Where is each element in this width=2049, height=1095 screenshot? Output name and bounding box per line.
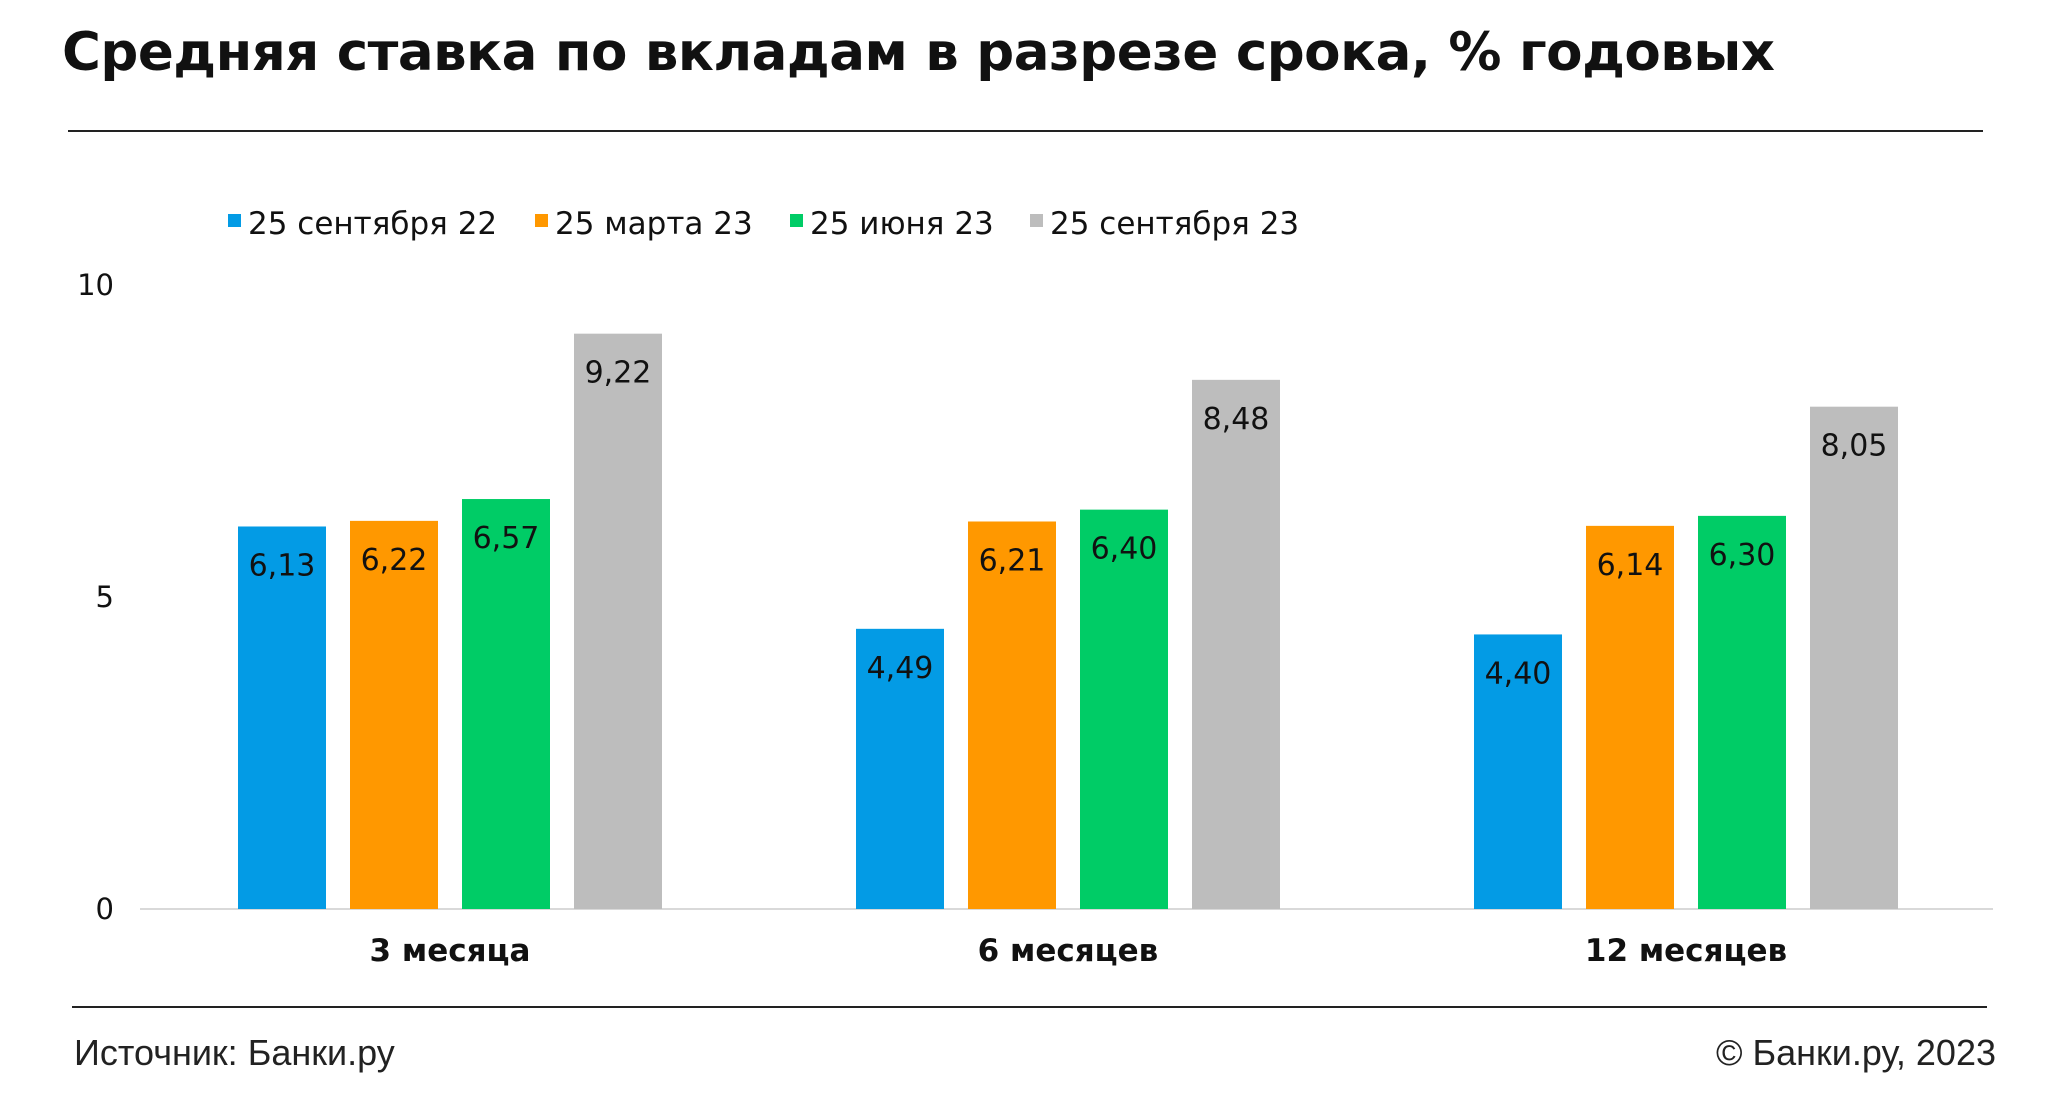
y-tick-label: 5 <box>96 580 114 614</box>
data-label: 4,40 <box>1485 656 1552 691</box>
data-label: 6,22 <box>361 543 428 578</box>
data-label: 4,49 <box>867 651 934 686</box>
data-label: 6,40 <box>1091 532 1158 567</box>
legend-swatch <box>1030 214 1043 227</box>
bar <box>1080 509 1168 909</box>
y-tick-label: 0 <box>96 892 114 926</box>
legend-swatch <box>228 214 241 227</box>
y-tick-label: 10 <box>77 268 114 302</box>
data-label: 8,48 <box>1203 402 1270 437</box>
legend-label: 25 сентября 22 <box>248 206 497 242</box>
bar <box>350 520 438 909</box>
data-label: 6,14 <box>1597 548 1664 583</box>
footer-divider <box>72 1006 1987 1008</box>
bar <box>1698 515 1786 909</box>
bar-chart: 0 5 10 6,13 6,22 6,57 9,22 3 месяца 4,49 6,21 6,40… <box>77 206 1993 969</box>
data-label: 6,57 <box>473 521 540 556</box>
bar <box>1810 406 1898 909</box>
legend-label: 25 марта 23 <box>555 206 753 242</box>
data-label: 9,22 <box>585 356 652 391</box>
data-label: 8,05 <box>1821 429 1888 464</box>
legend-swatch <box>535 214 548 227</box>
chart-title: Средняя ставка по вкладам в разрезе срок… <box>62 22 1775 83</box>
legend-label: 25 июня 23 <box>810 206 994 242</box>
title-divider <box>68 130 1983 132</box>
bar <box>574 333 662 909</box>
legend-label: 25 сентября 23 <box>1050 206 1299 242</box>
data-label: 6,30 <box>1709 538 1776 573</box>
source-note: Источник: Банки.ру <box>74 1032 395 1073</box>
copyright-note: © Банки.ру, 2023 <box>1715 1032 1996 1073</box>
bar <box>462 499 550 909</box>
category-label: 12 месяцев <box>1585 933 1787 969</box>
bar <box>968 521 1056 909</box>
bar <box>1586 525 1674 909</box>
bar <box>856 628 944 909</box>
data-label: 6,13 <box>249 548 316 583</box>
bar <box>1192 379 1280 909</box>
category-label: 3 месяца <box>370 933 531 969</box>
category-label: 6 месяцев <box>978 933 1159 969</box>
legend-swatch <box>790 214 803 227</box>
bar <box>238 526 326 909</box>
data-label: 6,21 <box>979 543 1046 578</box>
bar <box>1474 634 1562 909</box>
